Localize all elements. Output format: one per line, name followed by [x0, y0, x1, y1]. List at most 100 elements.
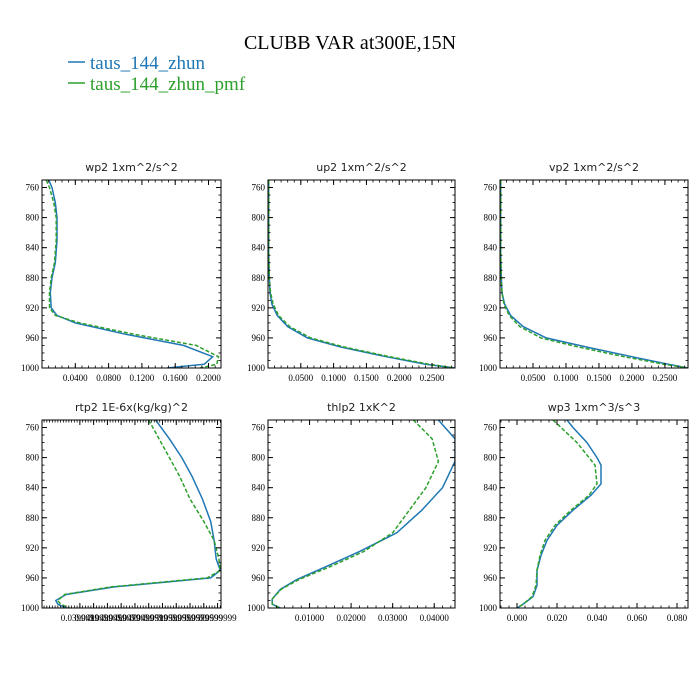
x-tick-label: 0.1600: [163, 373, 188, 383]
y-tick-label: 920: [26, 303, 40, 313]
x-tick-label: 0.0539999: [157, 613, 196, 623]
y-tick-label: 920: [252, 543, 266, 553]
x-tick-label: 0.2000: [620, 373, 645, 383]
x-tick-label: 0.1000: [554, 373, 579, 383]
y-tick-label: 960: [26, 573, 40, 583]
x-tick-label: 0.0399999: [61, 613, 100, 623]
panel-frame: [41, 179, 222, 369]
y-tick-label: 880: [252, 273, 266, 283]
panel-frame: [267, 179, 456, 369]
series-line-2: [268, 180, 455, 368]
x-tick-label: 0.2500: [420, 373, 445, 383]
x-tick-label: 0.0559999: [171, 613, 210, 623]
panel-title: thlp2 1xK^2: [327, 401, 396, 414]
x-tick-label: 0.1000: [321, 373, 346, 383]
series-line-2: [271, 420, 440, 608]
x-tick-label: 0.2500: [653, 373, 678, 383]
panel-2: up2 1xm^2/s^2 760 800 840 880 920 960 1000 0.050…: [247, 161, 456, 383]
series-line-2: [45, 180, 220, 368]
x-tick-label: 0.0599999: [198, 613, 237, 623]
y-tick-label: 760: [252, 423, 266, 433]
panel-frame: [41, 419, 222, 609]
y-tick-label: 840: [26, 243, 40, 253]
y-tick-label: 840: [252, 483, 266, 493]
x-tick-label: 0.04000: [420, 613, 450, 623]
x-tick-label: 0.000: [507, 613, 528, 623]
x-tick-label: 0.0800: [96, 373, 121, 383]
y-tick-label: 800: [484, 213, 498, 223]
series-line-1: [271, 420, 455, 608]
series-line-2: [500, 180, 688, 368]
x-tick-label: 0.0500: [288, 373, 313, 383]
x-tick-label: 0.0459999: [102, 613, 141, 623]
y-tick-label: 880: [484, 273, 498, 283]
y-tick-label: 800: [26, 213, 40, 223]
series-line-1: [54, 420, 221, 608]
x-tick-label: 0.0400: [63, 373, 88, 383]
y-tick-label: 1000: [21, 363, 40, 373]
y-tick-label: 760: [26, 423, 40, 433]
x-tick-label: 0.02000: [336, 613, 366, 623]
y-tick-label: 760: [252, 183, 266, 193]
x-tick-label: 0.020: [547, 613, 568, 623]
y-tick-label: 1000: [247, 603, 266, 613]
x-tick-label: 0.1200: [130, 373, 155, 383]
panel-frame: [499, 179, 689, 369]
x-tick-label: 0.080: [667, 613, 688, 623]
series-line-1: [500, 180, 688, 368]
y-tick-label: 800: [252, 453, 266, 463]
y-tick-label: 840: [484, 483, 498, 493]
x-tick-label: 0.0579999: [185, 613, 224, 623]
series-line-1: [48, 180, 215, 368]
y-tick-label: 1000: [479, 603, 498, 613]
x-tick-label: 0.01000: [295, 613, 325, 623]
panel-frame: [499, 419, 689, 609]
series-line-1: [268, 180, 455, 368]
legend-label-2: taus_144_zhun_pmf: [90, 74, 246, 95]
y-tick-label: 960: [252, 333, 266, 343]
x-tick-label: 0.2000: [196, 373, 221, 383]
panel-title: rtp2 1E-6x(kg/kg)^2: [75, 401, 188, 414]
legend-entry-1: taus_144_zhun: [68, 53, 206, 74]
y-tick-label: 880: [484, 513, 498, 523]
x-tick-label: 0.040: [587, 613, 608, 623]
y-tick-label: 920: [484, 543, 498, 553]
panel-title: up2 1xm^2/s^2: [316, 161, 407, 174]
y-tick-label: 800: [252, 213, 266, 223]
y-tick-label: 960: [484, 573, 498, 583]
y-tick-label: 1000: [479, 363, 498, 373]
panel-title: wp2 1xm^2/s^2: [85, 161, 178, 174]
y-tick-label: 840: [252, 243, 266, 253]
legend-entry-2: taus_144_zhun_pmf: [68, 74, 246, 95]
y-tick-label: 760: [484, 183, 498, 193]
panel-1: wp2 1xm^2/s^2 760 800 840 880 920 960 1000 0.040…: [21, 161, 222, 383]
x-tick-label: 0.1500: [587, 373, 612, 383]
panel-title: vp2 1xm^2/s^2: [549, 161, 639, 174]
y-tick-label: 920: [26, 543, 40, 553]
x-tick-label: 0.0499999: [130, 613, 169, 623]
panel-title: wp3 1xm^3/s^3: [548, 401, 641, 414]
panel-5: thlp2 1xK^2 760 800 840 880 920 960 1000 0.01000…: [247, 401, 456, 623]
panel-3: vp2 1xm^2/s^2 760 800 840 880 920 960 1000 0.050…: [479, 161, 689, 383]
panel-grid: wp2 1xm^2/s^2 760 800 840 880 920 960 1000 0.040…: [21, 161, 689, 623]
y-tick-label: 880: [26, 273, 40, 283]
y-tick-label: 800: [484, 453, 498, 463]
panel-6: wp3 1xm^3/s^3 760 800 840 880 920 960 1000 0.000…: [479, 401, 689, 623]
legend: taus_144_zhun taus_144_zhun_pmf: [68, 53, 246, 95]
y-tick-label: 1000: [247, 363, 266, 373]
series-line-2: [516, 420, 598, 608]
y-tick-label: 800: [26, 453, 40, 463]
y-tick-label: 840: [26, 483, 40, 493]
legend-label-1: taus_144_zhun: [90, 53, 206, 74]
y-tick-label: 760: [484, 423, 498, 433]
x-tick-label: 0.0479999: [116, 613, 155, 623]
y-tick-label: 920: [252, 303, 266, 313]
y-tick-label: 880: [26, 513, 40, 523]
y-tick-label: 960: [26, 333, 40, 343]
x-tick-label: 0.060: [627, 613, 648, 623]
y-tick-label: 760: [26, 183, 40, 193]
x-tick-label: 0.0439999: [88, 613, 127, 623]
x-tick-label: 0.0419999: [75, 613, 114, 623]
panel-frame: [267, 419, 456, 609]
